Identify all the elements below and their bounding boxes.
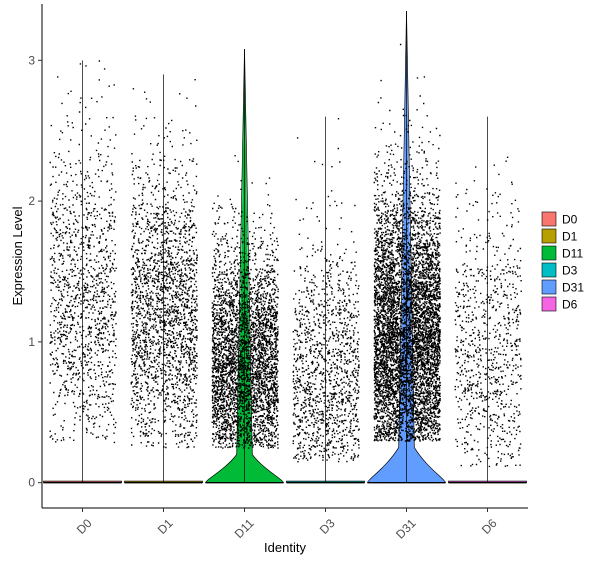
points-D6 — [454, 156, 522, 468]
y-tick-label: 2 — [28, 194, 35, 208]
legend-swatch — [541, 296, 557, 312]
legend-swatch — [541, 279, 557, 295]
legend-label: D1 — [562, 230, 578, 244]
x-axis-title: Identity — [264, 540, 306, 555]
legend-item-D11: D11 — [541, 245, 583, 261]
legend-item-D3: D3 — [541, 262, 578, 278]
points-D0 — [49, 60, 117, 444]
points-D3 — [292, 118, 360, 463]
legend-swatch — [541, 262, 557, 278]
y-ticks: 0 1 2 3 — [28, 53, 42, 490]
legend-swatch — [541, 228, 557, 244]
axes: 0 1 2 3 D0 D1 D11 D3 D31 D6 — [28, 4, 528, 542]
x-tick-label: D0 — [74, 516, 95, 537]
y-tick-label: 3 — [28, 53, 35, 67]
y-tick-label: 0 — [28, 476, 35, 490]
legend-label: D0 — [562, 213, 578, 227]
points-D11 — [211, 155, 279, 449]
jitter-D1 — [130, 79, 198, 449]
x-tick-label: D31 — [393, 516, 419, 542]
x-tick-label: D6 — [479, 516, 500, 537]
y-axis-title: Expression Level — [10, 206, 25, 305]
jitter-D3 — [292, 118, 360, 463]
x-tick-label: D11 — [232, 516, 257, 541]
jitter-D31 — [373, 43, 441, 442]
jitter-D0 — [49, 60, 117, 444]
legend-label: D6 — [562, 298, 578, 312]
legend-label: D31 — [562, 281, 584, 295]
legend-label: D3 — [562, 264, 578, 278]
x-tick-label: D3 — [317, 516, 338, 537]
x-tick-label: D1 — [155, 516, 176, 537]
y-tick-label: 1 — [28, 335, 35, 349]
legend-label: D11 — [562, 247, 583, 261]
legend-item-D0: D0 — [541, 211, 578, 227]
jitter-points-layer — [49, 43, 522, 468]
legend-swatch — [541, 245, 557, 261]
legend-item-D1: D1 — [541, 228, 578, 244]
legend-swatch — [541, 211, 557, 227]
jitter-D11 — [211, 155, 279, 449]
legend-item-D31: D31 — [541, 279, 584, 295]
points-D1 — [130, 79, 198, 449]
x-ticks: D0 D1 D11 D3 D31 D6 — [74, 508, 500, 542]
jitter-D6 — [454, 156, 522, 468]
points-D31 — [373, 43, 441, 442]
violins-layer — [43, 11, 527, 484]
legend-item-D6: D6 — [541, 296, 578, 312]
legend: D0 D1 D11 D3 D31 D6 — [541, 211, 584, 312]
